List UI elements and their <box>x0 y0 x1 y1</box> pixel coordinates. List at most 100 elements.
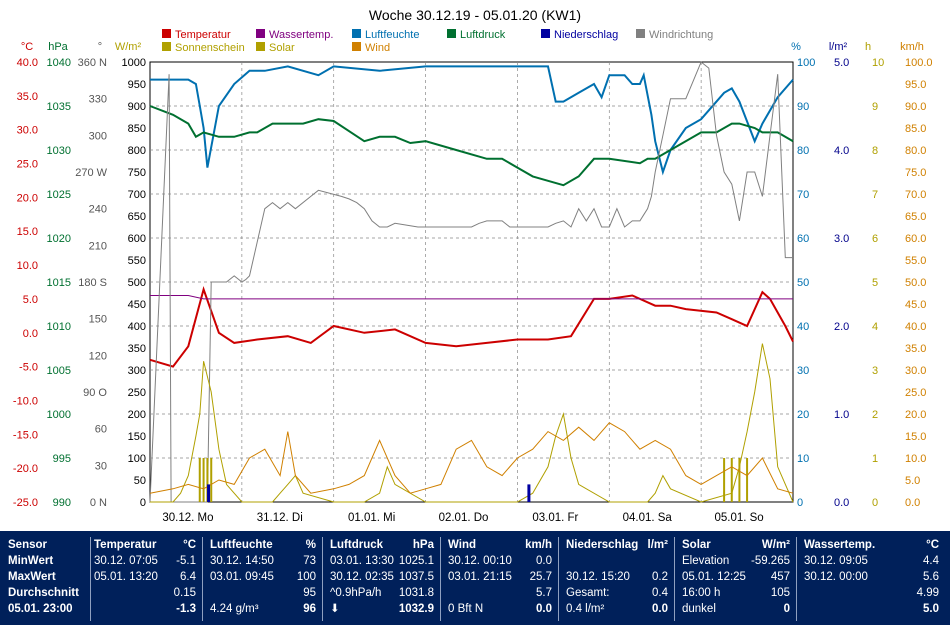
stats-row-label: 30.12. 00:00 <box>804 571 868 583</box>
stats-header: Sensor <box>8 539 47 551</box>
stats-row-label: 03.01. 09:45 <box>210 571 274 583</box>
stats-row-value: 0.0 <box>652 603 668 615</box>
tick-label: -15.0 <box>13 429 38 441</box>
tick-label: 0 <box>140 497 146 509</box>
series-layer <box>149 61 794 503</box>
tick-label: 1025 <box>47 189 71 201</box>
tick-label: -25.0 <box>13 497 38 509</box>
legend-swatch <box>162 42 171 51</box>
tick-label: 35.0 <box>905 343 926 355</box>
axis-unit-label: % <box>791 41 801 53</box>
tick-label: 400 <box>128 321 146 333</box>
tick-label: 50 <box>797 277 809 289</box>
tick-label: 360 N <box>78 57 107 69</box>
axis-unit-label: hPa <box>48 41 68 53</box>
stats-row-value: 4.99 <box>916 587 939 599</box>
tick-label: 120 <box>89 350 107 362</box>
tick-label: 550 <box>128 255 146 267</box>
day-label: 03.01. Fr <box>532 512 578 524</box>
tick-label: 45.0 <box>905 299 926 311</box>
tick-label: 800 <box>128 145 146 157</box>
tick-label: 60.0 <box>905 233 926 245</box>
tick-label: 40.0 <box>905 321 926 333</box>
tick-label: 75.0 <box>905 167 926 179</box>
tick-label: 4.0 <box>834 145 849 157</box>
legend-label: Wassertemp. <box>269 29 333 41</box>
tick-label: 2.0 <box>834 321 849 333</box>
tick-label: 650 <box>128 211 146 223</box>
tick-label: 210 <box>89 240 107 252</box>
stats-row-value: 4.4 <box>923 555 939 567</box>
stats-row-value: 0.15 <box>173 587 196 599</box>
stats-header: Solar <box>682 539 711 551</box>
legend-label: Luftdruck <box>460 29 506 41</box>
stats-unit: l/m² <box>647 539 668 551</box>
stats-row-label: 30.12. 00:10 <box>448 555 512 567</box>
tick-label: 90.0 <box>905 101 926 113</box>
tick-label: -5.0 <box>19 362 38 374</box>
tick-label: 240 <box>89 204 107 216</box>
stats-col-hum: Luftfeuchte% 30.12. 14:50 73 03.01. 09:45 10… <box>206 537 323 621</box>
stats-row-label: ⬇ <box>330 603 340 615</box>
stats-col-solar: Solar W/m² Elevation -59.265 05.01. 12:25 457… <box>678 537 797 621</box>
tick-label: 5 <box>872 277 878 289</box>
legend-label: Temperatur <box>175 29 231 41</box>
tick-label: 70.0 <box>905 189 926 201</box>
stats-row-label: Elevation <box>682 555 730 567</box>
stats-row-value: 0.0 <box>536 603 552 615</box>
tick-label: 5.0 <box>905 475 920 487</box>
stats-row-label: 30.12. 09:05 <box>804 555 868 567</box>
tick-label: 1005 <box>47 365 71 377</box>
rain-bar <box>527 484 531 502</box>
tick-label: 270 W <box>75 167 107 179</box>
legend-label: Niederschlag <box>554 29 618 41</box>
legend-label: Solar <box>269 42 295 54</box>
legend-swatch <box>162 29 171 38</box>
stats-row-value: 95 <box>303 587 316 599</box>
tick-label: 40 <box>797 321 809 333</box>
stats-row-value: 6.4 <box>180 571 196 583</box>
series-line-windrichtung <box>149 61 793 503</box>
tick-label: 80.0 <box>905 145 926 157</box>
stats-row-label: 4.24 g/m³ <box>210 603 259 615</box>
stats-row-label: 05.01. 13:20 <box>94 571 158 583</box>
tick-label: 100 <box>797 57 815 69</box>
tick-label: 200 <box>128 409 146 421</box>
tick-label: -10.0 <box>13 395 38 407</box>
tick-label: 10 <box>797 453 809 465</box>
sunshine-bar <box>746 458 749 502</box>
tick-label: 5.0 <box>23 294 38 306</box>
stats-row-label: dunkel <box>682 603 716 615</box>
tick-label: 4 <box>872 321 878 333</box>
tick-label: 350 <box>128 343 146 355</box>
stats-row-label: Durchschnitt <box>8 587 79 599</box>
tick-label: 330 <box>89 94 107 106</box>
stats-unit: % <box>305 539 316 551</box>
stats-unit: °C <box>183 539 196 551</box>
day-label: 01.01. Mi <box>348 512 395 524</box>
tick-label: 850 <box>128 123 146 135</box>
stats-row-label: 05.01. 12:25 <box>682 571 746 583</box>
stats-row-value: 1032.9 <box>398 603 434 615</box>
stats-row-value: -1.3 <box>176 603 196 615</box>
rain-bar <box>207 484 211 502</box>
tick-label: 50.0 <box>905 277 926 289</box>
legend-swatch <box>636 29 645 38</box>
tick-label: 8 <box>872 145 878 157</box>
axes: °C hPa ° W/m²% l/m² h km/h40.035.030.025.020.0… <box>13 41 933 524</box>
tick-label: 0.0 <box>23 328 38 340</box>
tick-label: 20.0 <box>17 192 38 204</box>
stats-row-label: Gesamt: <box>566 587 610 599</box>
tick-label: 95.0 <box>905 79 926 91</box>
axis-unit-label: W/m² <box>115 41 142 53</box>
tick-label: 15.0 <box>905 431 926 443</box>
tick-label: 450 <box>128 299 146 311</box>
stats-row-label: 30.12. 02:35 <box>330 571 394 583</box>
stats-header: Luftdruck <box>330 539 384 551</box>
tick-label: 300 <box>89 130 107 142</box>
tick-label: 10.0 <box>17 260 38 272</box>
stats-row-value: 5.6 <box>923 571 939 583</box>
tick-label: 180 S <box>78 277 107 289</box>
tick-label: 950 <box>128 79 146 91</box>
series-line-luftfeuchte <box>150 65 794 176</box>
